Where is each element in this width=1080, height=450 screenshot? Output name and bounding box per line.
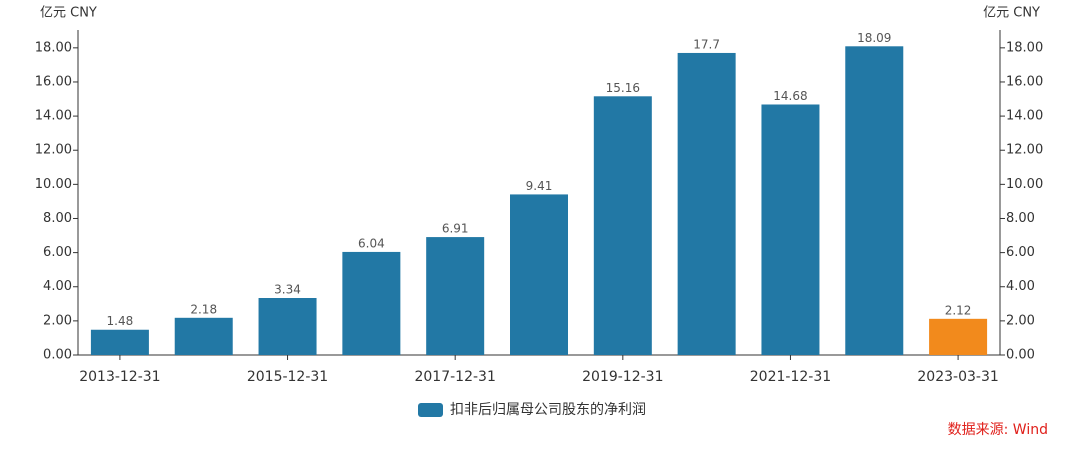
bar xyxy=(845,46,904,356)
y2-tick-label: 12.00 xyxy=(1006,143,1043,158)
y-tick-label: 18.00 xyxy=(35,40,72,55)
y-tick-label: 12.00 xyxy=(35,143,72,158)
y2-tick-label: 6.00 xyxy=(1006,245,1035,260)
source-note: 数据来源: Wind xyxy=(948,422,1048,438)
y2-tick-label: 14.00 xyxy=(1006,109,1043,124)
y2-tick-label: 2.00 xyxy=(1006,313,1035,328)
bar xyxy=(593,96,652,355)
x-tick-label: 2023-03-31 xyxy=(917,369,998,385)
y-axis-label: 亿元 CNY xyxy=(40,6,97,21)
y-tick-label: 10.00 xyxy=(35,177,72,192)
value-label: 18.09 xyxy=(857,31,891,45)
y-tick-label: 8.00 xyxy=(43,211,72,226)
x-tick-label: 2021-12-31 xyxy=(750,369,831,385)
x-tick-label: 2013-12-31 xyxy=(79,369,160,385)
bar xyxy=(426,237,485,355)
bar xyxy=(761,104,820,356)
y2-tick-label: 16.00 xyxy=(1006,74,1043,89)
legend-swatch xyxy=(418,403,443,417)
x-tick-label: 2019-12-31 xyxy=(582,369,663,385)
value-label: 6.04 xyxy=(358,236,385,250)
value-label: 2.18 xyxy=(190,302,217,316)
value-label: 2.12 xyxy=(945,303,972,317)
legend-label: 扣非后归属母公司股东的净利润 xyxy=(450,401,646,418)
x-tick-label: 2015-12-31 xyxy=(247,369,328,385)
bar xyxy=(90,329,149,355)
y-tick-label: 0.00 xyxy=(43,348,72,363)
bar xyxy=(510,194,568,355)
y2-axis-label: 亿元 CNY xyxy=(983,6,1040,21)
bar xyxy=(677,52,736,355)
y2-tick-label: 8.00 xyxy=(1006,211,1035,226)
y2-tick-label: 18.00 xyxy=(1006,40,1043,55)
value-label: 6.91 xyxy=(442,222,469,236)
bar xyxy=(929,318,988,355)
y2-tick-label: 0.00 xyxy=(1006,348,1035,363)
value-label: 17.7 xyxy=(693,37,720,51)
y-tick-label: 4.00 xyxy=(43,279,72,294)
value-label: 3.34 xyxy=(274,283,301,297)
value-label: 15.16 xyxy=(606,81,640,95)
y-tick-label: 2.00 xyxy=(43,313,72,328)
bar xyxy=(342,251,401,355)
y-tick-label: 16.00 xyxy=(35,74,72,89)
y-tick-label: 14.00 xyxy=(35,109,72,124)
bar xyxy=(258,298,317,355)
y-tick-label: 6.00 xyxy=(43,245,72,260)
y2-tick-label: 10.00 xyxy=(1006,177,1043,192)
value-label: 14.68 xyxy=(773,89,807,103)
x-tick-label: 2017-12-31 xyxy=(414,369,495,385)
y2-tick-label: 4.00 xyxy=(1006,279,1035,294)
value-label: 9.41 xyxy=(526,179,553,193)
bar xyxy=(174,317,233,355)
value-label: 1.48 xyxy=(107,314,134,328)
